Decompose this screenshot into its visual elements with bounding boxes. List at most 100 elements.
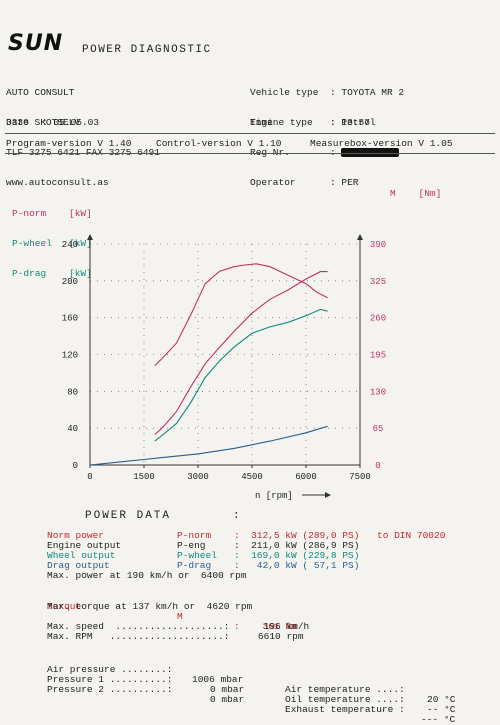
chart-lines [89,263,328,466]
vehicle-value: : PER [330,177,359,189]
max-torque-line: Max. torque at 137 km/h or 4620 rpm [47,601,253,612]
redacted-reg-number [341,148,400,157]
vehicle-label: Engine type [250,117,313,128]
torque-value: : 361 Nm [234,621,297,632]
air-temperature-value: 20 °C [427,694,456,705]
time-label: Time [250,117,273,128]
divider [5,133,495,134]
power-row-label: Drag output [47,560,110,571]
power-row-value: : 312,5 kW (289,0 PS) [234,530,360,541]
vehicle-label: Reg Nr. [250,148,318,158]
power-row-symbol: P-drag [177,560,212,571]
date-value: : 05.05.03 [42,117,100,128]
vehicle-value: : Petrol [330,117,376,128]
pressure-2-label: Pressure 2 ..........: [47,684,173,695]
power-row-label: Norm power [47,530,105,541]
vehicle-label: Vehicle type [250,87,319,98]
pressure-2-value: 0 mbar [210,694,245,705]
max-rpm-line: Max. RPM ....................: 6610 rpm [47,631,304,642]
company-line: 3330 SKOTSELV [6,117,81,128]
company-line: TLF 3275 6421 FAX 3275 6491 [6,148,160,158]
power-row-value: : 211,0 kW (286,9 PS) [234,540,360,551]
vehicle-value: : [330,147,336,158]
vehicle-value: : TOYOTA MR 2 [330,87,405,98]
power-row-label: Engine output [47,540,122,551]
power-data-heading: POWER DATA [85,510,172,522]
power-row-symbol: P-eng [177,540,206,551]
x-tick-label: 6000 [295,472,317,482]
ambient-row: Pressure 2 ..........: 0 mbar Exhaust te… [47,675,455,725]
legend-torque: M [Nm] [390,188,442,199]
series-line-p-wheel [154,308,328,442]
x-tick-label: 1500 [133,472,155,482]
chart-grid [90,243,361,465]
y-left-tick-label: 240 [62,240,78,250]
power-chart: 0 1500 3000 4500 6000 7500 0 40 80 120 160 200 240 0 6… [62,234,386,501]
pressure-1-value: 0 mbar [210,684,245,695]
time-value: : 13:57 [330,117,370,128]
y-axis-right-arrow [357,234,363,240]
power-row-value: : 42,0 kW ( 57,1 PS) [234,560,360,571]
x-tick-label: 0 [87,472,92,482]
company-line: AUTO CONSULT [6,87,75,98]
ambient-row: Air pressure ........: 1006 mbar Air tem… [47,655,456,705]
series-line-p-norm [154,271,328,436]
chart-legend: P-norm [kW] P-wheel [kW] P-drag [kW] [12,189,92,289]
y-left-tick-label: 0 [73,461,78,471]
sun-logo: SUN [8,31,64,56]
program-version: Program-version V 1.40 [6,138,132,149]
x-label-arrow-head [325,492,331,498]
y-right-tick-label: 195 [370,351,386,361]
x-tick-label: 3000 [187,472,209,482]
exhaust-temperature-label: Exhaust temperature : [285,704,405,715]
x-tick-label: 7500 [349,472,371,482]
series-line-m [154,263,328,367]
company-line: www.autoconsult.as [6,177,109,188]
y-right-tick-label: 65 [373,424,384,434]
max-speed-line: Max. speed ...................: 196 km/h [47,621,310,632]
vehicle-labels: Vehicle type Engine type Reg Nr. Operato… [250,68,318,198]
y-right-tick-label: 130 [370,387,386,397]
y-right-tick-label: 260 [370,314,386,324]
x-tick-label: 4500 [241,472,263,482]
power-row-value: : 169,0 kW (229,8 PS) [234,550,360,561]
power-row-symbol: P-norm [177,530,212,541]
power-row-extra: to DIN 70020 [377,530,446,541]
max-power-line: Max. power at 190 km/h or 6400 rpm [47,570,247,581]
y-left-tick-label: 80 [67,387,78,397]
y-axis-left-arrow [87,234,93,240]
legend-p-drag: P-drag [kW] [12,268,92,279]
legend-p-wheel: P-wheel [kW] [12,238,92,249]
date-label: Date [6,117,29,128]
y-left-tick-label: 200 [62,277,78,287]
divider [5,153,495,154]
series-line-p-drag [89,425,328,466]
oil-temperature-label: Oil temperature ....: [285,694,405,705]
y-right-tick-label: 325 [370,277,386,287]
y-left-tick-label: 40 [67,424,78,434]
torque-label: Torque [47,601,82,612]
oil-temperature-value: -- °C [427,704,456,715]
company-block: AUTO CONSULT 3330 SKOTSELV TLF 3275 6421… [6,68,160,198]
pressure-1-label: Pressure 1 ..........: [47,674,173,685]
exhaust-temperature-value: --- °C [421,714,456,725]
x-axis-label: n [rpm] [255,491,293,501]
chart-axes [87,234,363,466]
y-left-tick-label: 120 [62,351,78,361]
torque-symbol: M [177,611,183,622]
power-data-colon: : [233,510,240,522]
air-pressure-label: Air pressure ........: [47,664,173,675]
vehicle-values: : TOYOTA MR 2 : Petrol : : PER [330,68,404,198]
vehicle-label: Operator [250,177,296,188]
page-title: POWER DIAGNOSTIC [82,44,212,56]
measurebox-version: Measurebox-version V 1.05 [310,138,453,149]
y-left-tick-label: 160 [62,314,78,324]
legend-p-norm: P-norm [kW] [12,208,92,219]
air-temperature-label: Air temperature ....: [285,684,405,695]
torque-row: Torque M : 361 Nm [47,592,297,632]
control-version: Control-version V 1.10 [156,138,282,149]
y-right-tick-label: 0 [375,461,380,471]
y-right-tick-label: 390 [370,240,386,250]
power-row-label: Wheel output [47,550,116,561]
air-pressure-value: 1006 mbar [192,674,244,685]
